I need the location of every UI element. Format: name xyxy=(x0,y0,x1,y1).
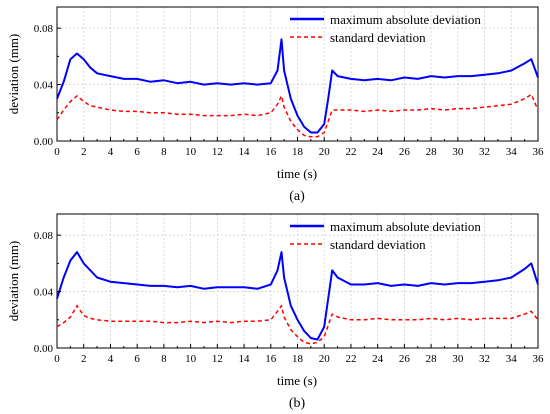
x-tick-label-b: 14 xyxy=(239,353,251,365)
x-tick-label-b: 12 xyxy=(212,353,223,365)
x-tick-label-a: 10 xyxy=(185,146,197,158)
x-tick-label-b: 36 xyxy=(533,353,545,365)
legend-label-max-a: maximum absolute deviation xyxy=(330,12,481,27)
x-tick-label-a: 22 xyxy=(345,146,356,158)
x-tick-label-a: 20 xyxy=(319,146,331,158)
x-tick-label-a: 26 xyxy=(399,146,411,158)
x-tick-label-b: 34 xyxy=(506,353,518,365)
x-tick-label-a: 18 xyxy=(292,146,304,158)
series-line-max-b xyxy=(56,251,539,341)
x-tick-label-a: 12 xyxy=(212,146,223,158)
legend-b: maximum absolute deviation standard devi… xyxy=(290,219,481,252)
x-axis-label-b: time (s) xyxy=(277,373,317,388)
chart-panel-a: 0 2 4 6 8 10 12 14 16 18 20 22 24 26 28 30 32 34 360.000.0… xyxy=(6,6,544,204)
legend-label-max-b: maximum absolute deviation xyxy=(330,219,481,234)
x-tick-label-a: 30 xyxy=(452,146,464,158)
x-tick-label-b: 24 xyxy=(372,353,384,365)
series-b xyxy=(56,251,539,345)
x-tick-label-a: 34 xyxy=(506,146,518,158)
legend-a: maximum absolute deviation standard devi… xyxy=(290,12,481,45)
x-tick-label-b: 4 xyxy=(108,353,114,365)
x-tick-label-a: 28 xyxy=(426,146,438,158)
panel-label-a: (a) xyxy=(289,189,305,204)
panel-label-b: (b) xyxy=(289,396,306,411)
x-tick-label-a: 6 xyxy=(134,146,140,158)
x-axis-label-a: time (s) xyxy=(277,166,317,181)
series-line-std-a xyxy=(56,93,539,138)
x-tick-label-a: 32 xyxy=(479,146,490,158)
ticks-b: 0 2 4 6 8 10 12 14 16 18 20 22 24 26 28 30 32 34 360.000.0… xyxy=(34,230,544,365)
x-tick-label-a: 24 xyxy=(372,146,384,158)
legend-label-std-a: standard deviation xyxy=(330,30,426,45)
y-tick-label-b: 0.08 xyxy=(34,230,54,242)
series-line-max-a xyxy=(56,38,539,134)
y-axis-label-a: deviation (mm) xyxy=(6,34,21,115)
x-tick-label-b: 0 xyxy=(54,353,60,365)
x-tick-label-a: 16 xyxy=(265,146,277,158)
x-tick-label-a: 2 xyxy=(81,146,87,158)
x-tick-label-b: 22 xyxy=(345,353,356,365)
x-tick-label-a: 8 xyxy=(161,146,167,158)
x-tick-label-b: 26 xyxy=(399,353,411,365)
x-tick-label-b: 10 xyxy=(185,353,197,365)
y-tick-label-a: 0.04 xyxy=(34,80,54,92)
x-tick-label-b: 18 xyxy=(292,353,304,365)
series-a xyxy=(56,38,539,138)
x-tick-label-b: 8 xyxy=(161,353,167,365)
x-tick-label-b: 20 xyxy=(319,353,331,365)
y-tick-label-a: 0.08 xyxy=(34,23,54,35)
y-tick-label-a: 0.00 xyxy=(34,136,54,148)
series-line-std-b xyxy=(56,304,539,345)
legend-label-std-b: standard deviation xyxy=(330,237,426,252)
x-tick-label-a: 0 xyxy=(54,146,60,158)
x-tick-label-b: 30 xyxy=(452,353,464,365)
grid-b xyxy=(56,214,539,349)
grid-a xyxy=(56,7,539,142)
ticks-a: 0 2 4 6 8 10 12 14 16 18 20 22 24 26 28 30 32 34 360.000.0… xyxy=(34,23,544,158)
x-tick-label-a: 14 xyxy=(239,146,251,158)
chart-panel-b: 0 2 4 6 8 10 12 14 16 18 20 22 24 26 28 30 32 34 360.000.0… xyxy=(6,213,544,411)
y-tick-label-b: 0.04 xyxy=(34,287,54,299)
y-axis-label-b: deviation (mm) xyxy=(6,241,21,322)
y-tick-label-b: 0.00 xyxy=(34,343,54,355)
x-tick-label-b: 6 xyxy=(134,353,140,365)
x-tick-label-a: 36 xyxy=(533,146,545,158)
x-tick-label-b: 16 xyxy=(265,353,277,365)
x-tick-label-b: 2 xyxy=(81,353,87,365)
x-tick-label-b: 32 xyxy=(479,353,490,365)
x-tick-label-a: 4 xyxy=(108,146,114,158)
x-tick-label-b: 28 xyxy=(426,353,438,365)
